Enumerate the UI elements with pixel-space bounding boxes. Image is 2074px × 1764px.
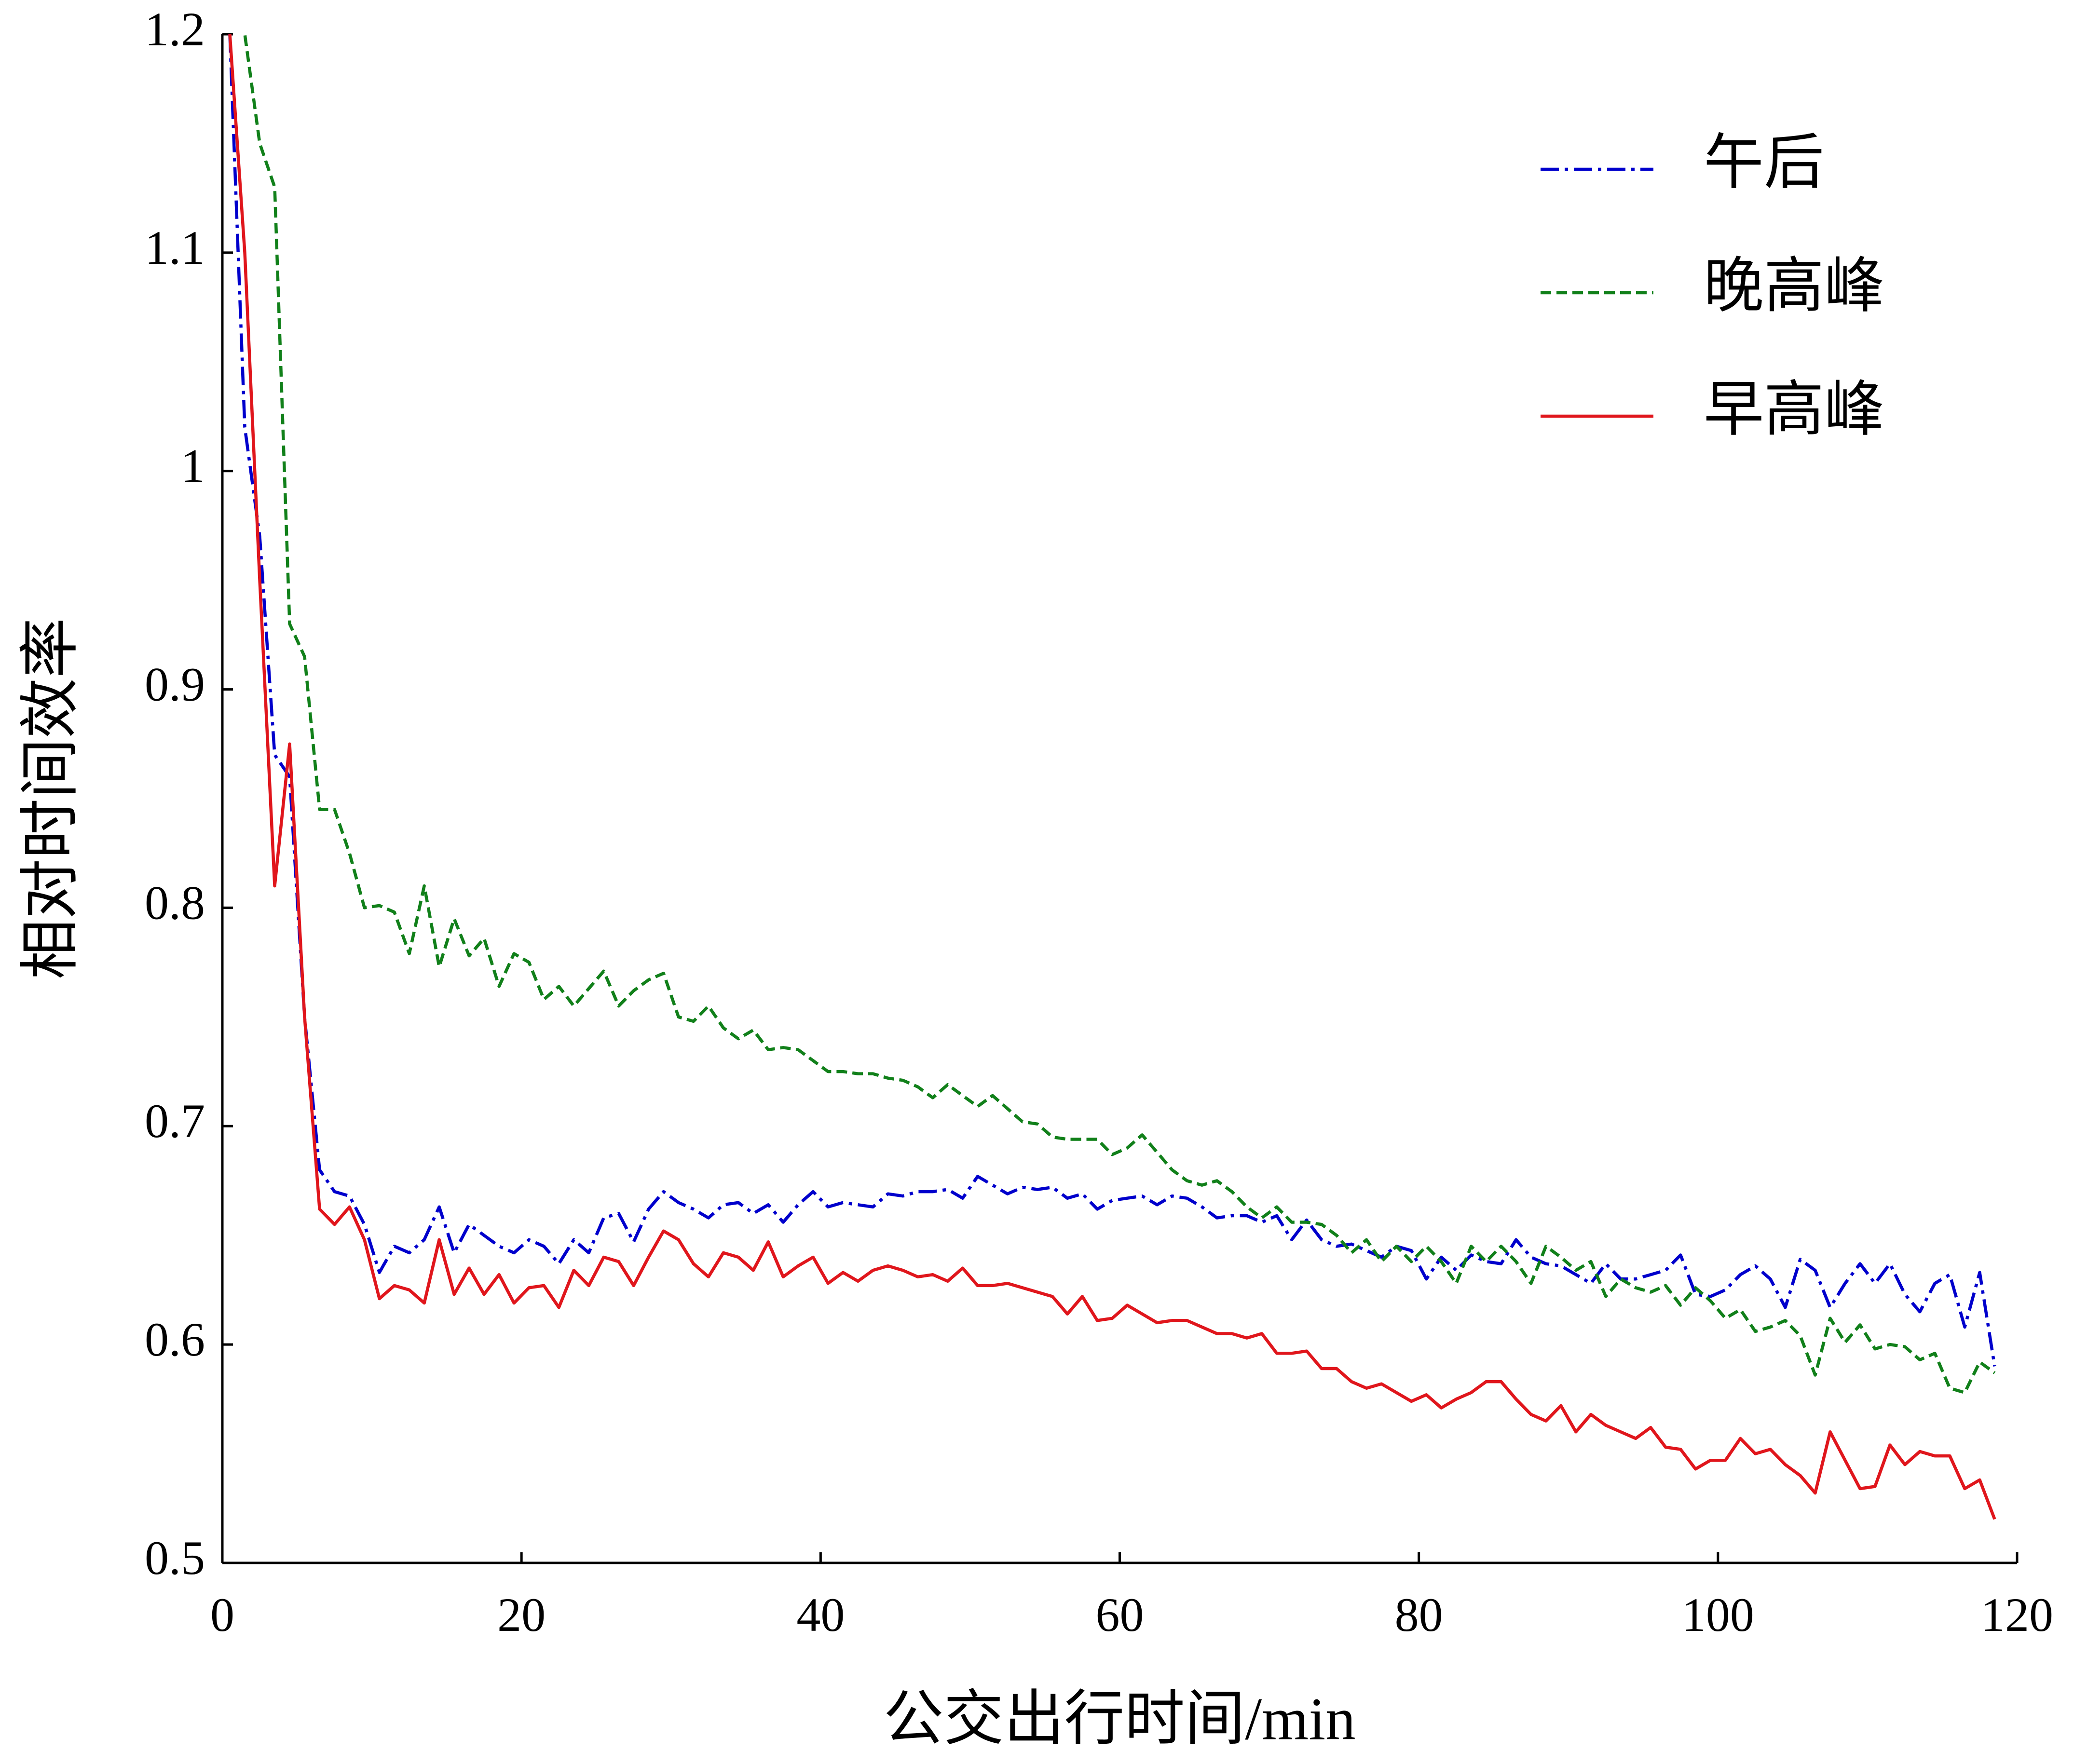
series-line [243, 34, 1996, 1395]
legend-label: 晚高峰 [1704, 254, 1884, 320]
y-tick-label: 0.6 [145, 1313, 205, 1366]
y-tick-label: 1 [181, 439, 205, 493]
x-tick-label: 120 [1981, 1588, 2053, 1642]
legend-label: 早高峰 [1704, 377, 1884, 444]
x-tick-label: 20 [497, 1588, 546, 1642]
y-tick-label: 1.2 [145, 2, 205, 56]
plot-area [228, 34, 1996, 1520]
x-tick-label: 80 [1395, 1588, 1443, 1642]
legend-label: 午后 [1704, 130, 1824, 197]
y-tick-label: 0.8 [145, 876, 205, 929]
series-line [228, 34, 1996, 1520]
x-tick-label: 60 [1096, 1588, 1144, 1642]
x-tick-label: 0 [210, 1588, 234, 1642]
y-tick-label: 0.5 [145, 1531, 205, 1585]
y-tick-label: 0.9 [145, 658, 205, 711]
y-axis-label: 相对时间效率 [18, 618, 84, 979]
x-tick-label: 100 [1682, 1588, 1754, 1642]
x-axis-label: 公交出行时间/min [883, 1686, 1355, 1753]
series-line [228, 34, 1996, 1367]
y-tick-label: 1.1 [145, 221, 205, 274]
x-tick-label: 40 [796, 1588, 845, 1642]
y-tick-label: 0.7 [145, 1094, 205, 1148]
